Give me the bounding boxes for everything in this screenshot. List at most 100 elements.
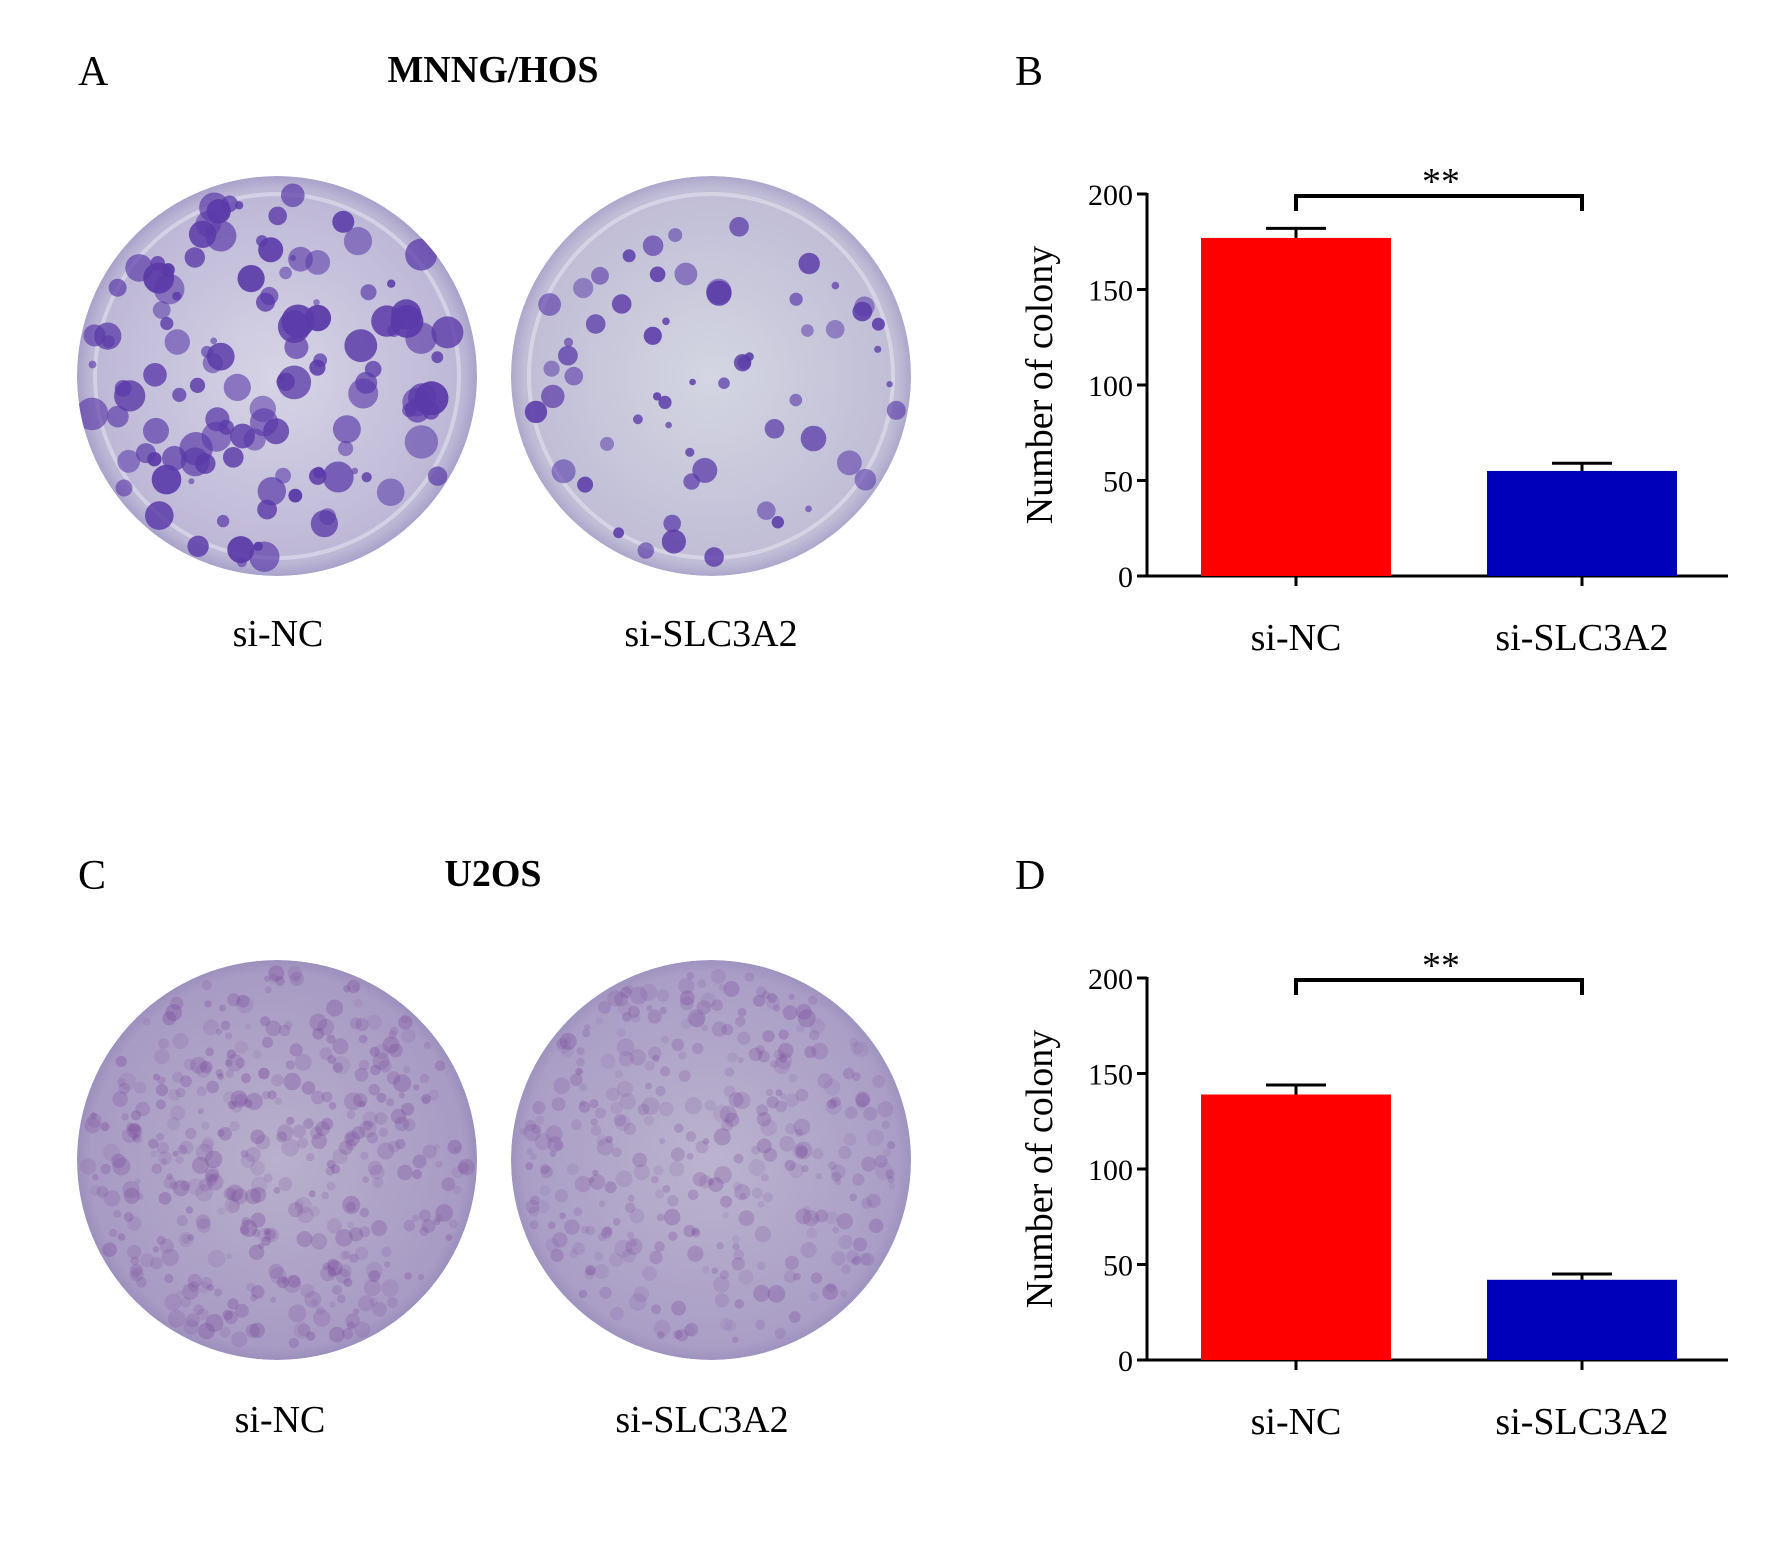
colony-spot: [261, 1236, 271, 1246]
colony-spot: [738, 1269, 754, 1285]
colony-spot: [614, 992, 629, 1007]
colony-spot: [359, 1226, 371, 1238]
colony-spot: [732, 1243, 740, 1251]
colony-spot: [543, 360, 560, 377]
colony-spot: [151, 464, 182, 495]
colony-spot: [584, 1024, 591, 1031]
colony-spot: [353, 1321, 371, 1338]
colony-spot: [559, 1212, 566, 1219]
colony-spot: [313, 466, 325, 479]
colony-spot: [166, 1173, 173, 1180]
colony-spot: [592, 1169, 599, 1176]
colony-spot: [700, 992, 716, 1008]
colony-spot: [727, 1052, 738, 1063]
colony-spot: [866, 1129, 884, 1146]
colony-spot: [352, 984, 360, 992]
colony-spot: [268, 973, 279, 983]
colony-spot: [310, 1126, 323, 1140]
colony-spot: [751, 1187, 763, 1199]
colony-spot: [783, 1270, 797, 1283]
colony-spot: [83, 324, 106, 347]
colony-spot: [197, 1308, 209, 1321]
colony-spot: [613, 527, 624, 539]
colony-spot: [228, 1200, 240, 1213]
colony-spot: [332, 1062, 344, 1073]
colony-spot: [739, 1192, 747, 1200]
colony-spot: [421, 1219, 436, 1233]
colony-spot: [288, 1337, 300, 1349]
colony-spot: [838, 1235, 853, 1249]
colony-spot: [810, 1272, 823, 1284]
colony-spot: [654, 1241, 665, 1252]
colony-spot: [874, 345, 882, 353]
colony-spot: [372, 1176, 384, 1188]
colony-spot: [185, 1127, 197, 1140]
colony-spot: [611, 1147, 622, 1158]
colony-spot: [355, 1018, 369, 1032]
colony-spot: [398, 1015, 413, 1030]
colony-spot: [386, 1098, 395, 1107]
colony-spot: [763, 1148, 778, 1162]
colony-spot: [200, 1277, 213, 1289]
colony-spot: [152, 1246, 160, 1253]
colony-spot: [201, 980, 212, 991]
colony-spot: [322, 1262, 331, 1271]
colony-spot: [313, 353, 328, 368]
colony-spot: [663, 1208, 681, 1226]
colony-spot: [294, 1197, 312, 1214]
colony-spot: [649, 1250, 663, 1265]
colony-spot: [102, 335, 115, 348]
colony-spot: [260, 1016, 271, 1027]
colony-spot: [757, 1201, 765, 1208]
colony-spot: [637, 542, 654, 559]
colony-spot: [371, 1220, 388, 1237]
colony-spot: [863, 1106, 878, 1121]
colony-spot: [304, 1291, 322, 1308]
colony-spot: [723, 1085, 736, 1098]
colony-spot: [419, 1073, 430, 1084]
colony-spot: [381, 1279, 399, 1297]
colony-spot: [201, 421, 232, 452]
colony-spot: [661, 529, 686, 554]
colony-spot: [195, 1062, 211, 1078]
chart-d-significance-label: **: [1422, 945, 1460, 987]
colony-spot: [723, 981, 740, 997]
colony-spot: [300, 1283, 315, 1298]
colony-spot: [887, 1141, 896, 1150]
colony-spot: [861, 1156, 877, 1172]
colony-spot: [368, 1270, 381, 1283]
colony-spot: [643, 1115, 654, 1126]
colony-spot: [338, 440, 354, 457]
colony-spot: [585, 1225, 595, 1236]
colony-spot: [250, 1212, 266, 1228]
colony-spot: [798, 252, 820, 275]
colony-spot: [108, 1228, 118, 1238]
colony-spot: [288, 1304, 307, 1323]
colony-spot: [795, 1145, 808, 1158]
colony-spot: [784, 1159, 796, 1171]
colony-spot: [610, 1101, 623, 1115]
colony-spot: [765, 1088, 774, 1097]
colony-spot: [734, 1299, 745, 1309]
colony-spot: [169, 1180, 179, 1190]
colony-spot: [846, 1250, 860, 1264]
colony-spot: [553, 1077, 571, 1095]
colony-spot: [90, 1185, 101, 1196]
colony-spot: [525, 1199, 540, 1214]
colony-spot: [327, 1268, 336, 1278]
colony-spot: [596, 1135, 608, 1147]
colony-spot: [252, 1229, 261, 1238]
colony-spot: [100, 1163, 111, 1175]
colony-spot: [343, 1092, 362, 1111]
colony-spot: [535, 1115, 545, 1125]
colony-spot: [825, 320, 845, 339]
colony-spot: [376, 478, 405, 507]
colony-spot: [646, 1005, 653, 1012]
colony-spot: [321, 1091, 333, 1103]
colony-spot: [225, 1069, 234, 1078]
colony-spot: [337, 1294, 346, 1304]
colony-spot: [733, 1153, 744, 1164]
colony-spot: [428, 1089, 440, 1101]
colony-spot: [600, 1053, 616, 1069]
colony-spot: [345, 1139, 357, 1151]
